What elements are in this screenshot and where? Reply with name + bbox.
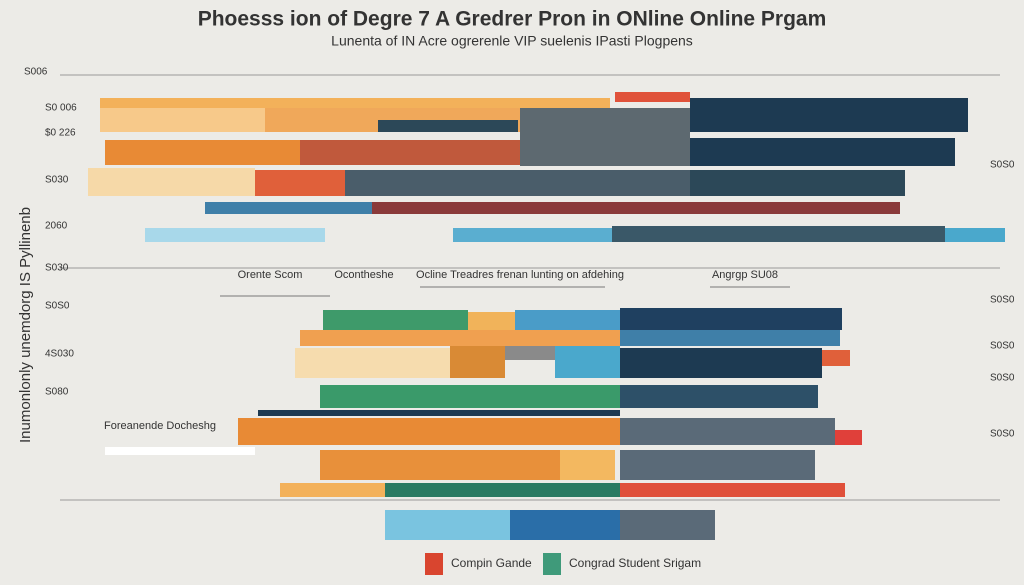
bar xyxy=(822,350,850,366)
right-label: S0S0 xyxy=(990,160,1015,171)
bar xyxy=(510,510,620,540)
bar xyxy=(258,410,620,416)
y-axis-label: Inumonlonly unemdorg IS Pyllinenb xyxy=(17,207,34,443)
legend-swatch xyxy=(543,553,561,575)
right-label: S0S0 xyxy=(990,341,1015,352)
left-label: S030 xyxy=(45,175,69,186)
bar xyxy=(300,330,620,346)
bar xyxy=(515,310,620,330)
bar xyxy=(205,202,372,214)
left-label: 4S030 xyxy=(45,349,74,360)
bar xyxy=(620,385,818,408)
bar xyxy=(555,346,620,378)
bar xyxy=(520,108,690,166)
left-label: S006 xyxy=(24,67,48,78)
bar xyxy=(690,138,955,166)
bar xyxy=(320,450,560,480)
bar xyxy=(450,346,505,378)
bar xyxy=(88,168,255,196)
bar xyxy=(300,140,520,165)
left-label: S0 006 xyxy=(45,103,77,114)
bar xyxy=(372,202,900,214)
bar xyxy=(615,92,690,102)
bar xyxy=(560,450,615,480)
bar xyxy=(620,348,822,378)
bar xyxy=(620,330,840,346)
section-heading: Angrgp SU08 xyxy=(712,269,778,281)
bar xyxy=(323,310,468,330)
bar xyxy=(945,228,1005,242)
bar xyxy=(320,385,620,408)
bar xyxy=(280,483,385,497)
bar xyxy=(690,98,968,132)
section-heading: Ocline Treadres frenan lunting on afdehi… xyxy=(416,269,624,281)
left-label: S030 xyxy=(45,263,69,274)
bar xyxy=(620,483,845,497)
legend-label: Congrad Student Srigam xyxy=(569,556,701,570)
right-label: S0S0 xyxy=(990,373,1015,384)
bar xyxy=(505,346,555,360)
bar xyxy=(690,170,905,196)
section-heading: Orente Scom xyxy=(238,269,303,281)
right-label: S0S0 xyxy=(990,295,1015,306)
bar xyxy=(255,170,345,196)
bar xyxy=(385,483,620,497)
bar xyxy=(468,312,515,330)
left-label: S0S0 xyxy=(45,301,70,312)
bar xyxy=(453,228,612,242)
left-label: $0 226 xyxy=(45,128,76,139)
title: Phoesss ion of Degre 7 A Gredrer Pron in… xyxy=(198,8,827,31)
bar xyxy=(378,120,518,132)
bar xyxy=(345,170,690,196)
bar xyxy=(835,430,862,445)
bar xyxy=(295,348,450,378)
bar xyxy=(620,418,835,445)
bar xyxy=(385,510,510,540)
note: Foreanende Docheshg xyxy=(104,420,216,432)
bar xyxy=(100,98,610,108)
bar xyxy=(105,140,300,165)
note-box xyxy=(105,447,255,455)
left-label: S080 xyxy=(45,387,69,398)
right-label: S0S0 xyxy=(990,429,1015,440)
bar xyxy=(620,450,815,480)
bar xyxy=(620,510,715,540)
bar xyxy=(238,418,620,445)
legend-swatch xyxy=(425,553,443,575)
bar xyxy=(100,108,265,132)
section-heading: Ocontheshe xyxy=(334,269,393,281)
bar xyxy=(612,226,945,242)
bar xyxy=(145,228,325,242)
subtitle: Lunenta of IN Acre ogrerenle VIP sueleni… xyxy=(331,33,693,49)
legend-label: Compin Gande xyxy=(451,556,532,570)
left-label: 2060 xyxy=(45,221,68,232)
bar xyxy=(620,308,842,330)
